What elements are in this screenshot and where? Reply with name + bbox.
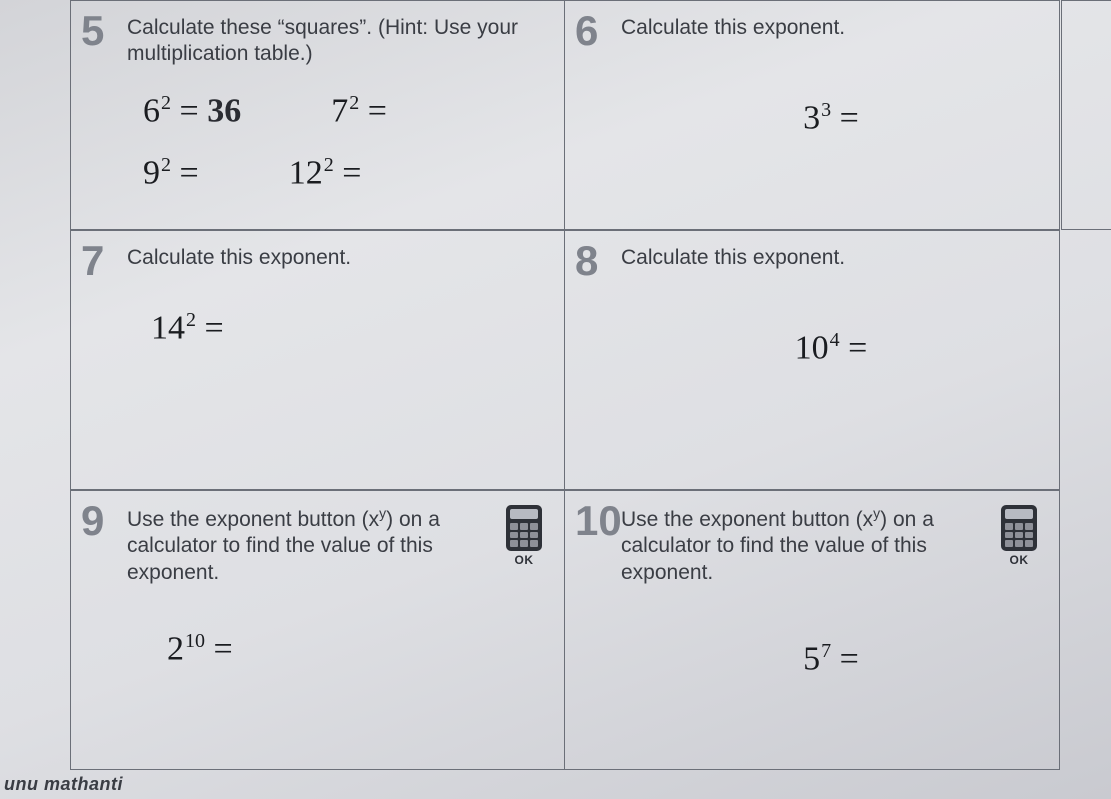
calculator-icon: OK xyxy=(502,505,546,567)
expression: 33 = xyxy=(803,99,859,137)
problem-5: 5 Calculate these “squares”. (Hint: Use … xyxy=(70,0,565,230)
problem-grid: 5 Calculate these “squares”. (Hint: Use … xyxy=(70,0,1060,770)
calculator-screen-icon xyxy=(1005,509,1033,519)
base: 2 xyxy=(167,630,184,667)
right-margin-cell xyxy=(1061,0,1111,230)
exponent: 2 xyxy=(349,92,359,114)
problem-number: 8 xyxy=(575,237,598,285)
prompt-text: Use the exponent button (x xyxy=(621,508,873,531)
problem-prompt: Use the exponent button (xy) on a calcul… xyxy=(127,505,546,586)
expression-list: 62 = 36 72 = 92 = 122 = xyxy=(127,92,546,193)
problem-number: 5 xyxy=(81,7,104,55)
exponent: 3 xyxy=(821,99,831,121)
problem-8: 8 Calculate this exponent. 104 = xyxy=(565,230,1060,490)
problem-number: 7 xyxy=(81,237,104,285)
problem-prompt: Calculate this exponent. xyxy=(621,15,1041,55)
base: 10 xyxy=(795,329,829,366)
exponent: 7 xyxy=(821,640,831,662)
expression: 72 = xyxy=(331,92,387,130)
base: 5 xyxy=(803,640,820,677)
problem-number: 9 xyxy=(81,497,104,545)
problem-prompt: Use the exponent button (xy) on a calcul… xyxy=(621,505,1041,586)
exponent: 4 xyxy=(830,329,840,351)
exponent: 2 xyxy=(161,92,171,114)
expression: 122 = xyxy=(289,154,362,192)
problem-7: 7 Calculate this exponent. 142 = xyxy=(70,230,565,490)
calculator-keys-icon xyxy=(510,523,538,547)
answer-handwritten: 36 xyxy=(207,92,241,129)
calculator-ok-label: OK xyxy=(502,553,546,567)
problem-10: 10 Use the exponent button (xy) on a cal… xyxy=(565,490,1060,770)
expression-row: 62 = 36 72 = xyxy=(143,92,387,130)
exponent: 10 xyxy=(185,630,205,652)
problem-prompt: Calculate this exponent. xyxy=(127,245,546,285)
prompt-text: Use the exponent button (x xyxy=(127,508,379,531)
expression: 57 = xyxy=(803,640,859,678)
problem-prompt: Calculate these “squares”. (Hint: Use yo… xyxy=(127,15,546,68)
worksheet-sheet: 5 Calculate these “squares”. (Hint: Use … xyxy=(0,0,1060,799)
expression: 104 = xyxy=(795,329,868,367)
expression-area: 104 = xyxy=(621,309,1041,367)
exponent: 2 xyxy=(186,309,196,331)
expression-area: 57 = xyxy=(621,610,1041,678)
problem-prompt: Calculate this exponent. xyxy=(621,245,1041,285)
expression-area: 142 = xyxy=(127,309,546,347)
calculator-body-icon xyxy=(506,505,542,551)
expression-area: 33 = xyxy=(621,79,1041,137)
footer-fragment: unu mathanti xyxy=(4,774,123,795)
expression: 142 = xyxy=(151,309,224,347)
problem-9: 9 Use the exponent button (xy) on a calc… xyxy=(70,490,565,770)
problem-6: 6 Calculate this exponent. 33 = xyxy=(565,0,1060,230)
calculator-ok-label: OK xyxy=(997,553,1041,567)
exponent: 2 xyxy=(161,154,171,176)
calculator-keys-icon xyxy=(1005,523,1033,547)
base: 9 xyxy=(143,154,160,191)
base: 3 xyxy=(803,99,820,136)
base: 14 xyxy=(151,309,185,346)
problem-number: 10 xyxy=(575,497,622,545)
exponent: 2 xyxy=(324,154,334,176)
calculator-screen-icon xyxy=(510,509,538,519)
expression-area: 210 = xyxy=(127,610,546,668)
expression: 210 = xyxy=(167,630,233,668)
expression: 92 = xyxy=(143,154,199,192)
expression: 62 = 36 xyxy=(143,92,241,130)
expression-row: 92 = 122 = xyxy=(143,154,361,192)
base: 7 xyxy=(331,92,348,129)
problem-number: 6 xyxy=(575,7,598,55)
calculator-icon: OK xyxy=(997,505,1041,567)
calculator-body-icon xyxy=(1001,505,1037,551)
base: 12 xyxy=(289,154,323,191)
base: 6 xyxy=(143,92,160,129)
